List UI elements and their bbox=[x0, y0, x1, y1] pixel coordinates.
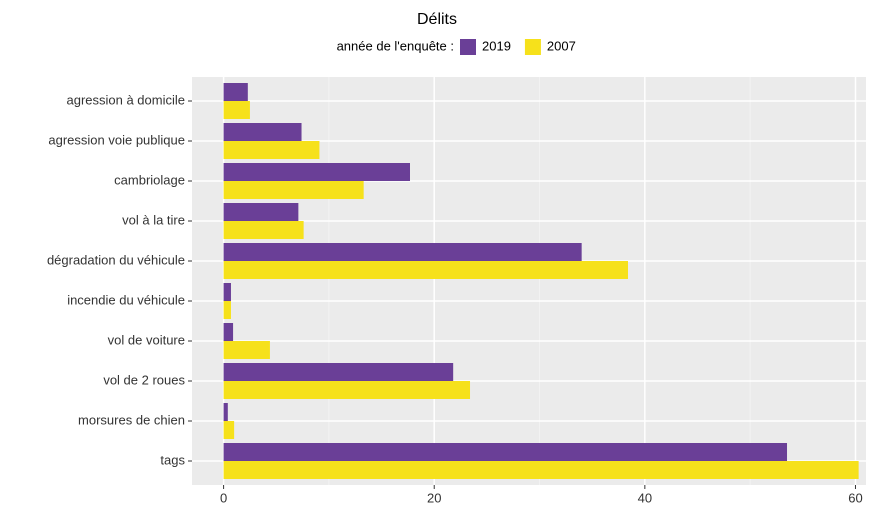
chart-title: Délits bbox=[417, 11, 457, 28]
x-tick-label: 20 bbox=[427, 490, 441, 505]
bar bbox=[223, 141, 320, 159]
bar bbox=[223, 261, 628, 279]
y-tick-label: dégradation du véhicule bbox=[47, 252, 185, 267]
legend-label: 2019 bbox=[482, 38, 511, 53]
bar bbox=[223, 461, 859, 479]
bar bbox=[223, 403, 228, 421]
bar bbox=[223, 443, 788, 461]
y-tick-label: tags bbox=[160, 452, 185, 467]
bar bbox=[223, 341, 270, 359]
bar bbox=[223, 381, 471, 399]
y-tick-label: agression à domicile bbox=[66, 92, 185, 107]
y-tick-label: morsures de chien bbox=[78, 412, 185, 427]
legend-title: année de l'enquête : bbox=[337, 38, 454, 53]
y-tick-label: vol à la tire bbox=[122, 212, 185, 227]
y-tick-label: incendie du véhicule bbox=[67, 292, 185, 307]
bar bbox=[223, 221, 304, 239]
x-tick-label: 40 bbox=[638, 490, 652, 505]
y-tick-label: cambriolage bbox=[114, 172, 185, 187]
bar bbox=[223, 301, 231, 319]
bar bbox=[223, 101, 250, 119]
bar bbox=[223, 181, 364, 199]
y-tick-label: agression voie publique bbox=[48, 132, 185, 147]
bar bbox=[223, 363, 454, 381]
legend-swatch bbox=[460, 39, 476, 55]
bar bbox=[223, 323, 234, 341]
bar bbox=[223, 421, 235, 439]
bar bbox=[223, 283, 231, 301]
x-tick-label: 60 bbox=[848, 490, 862, 505]
bar bbox=[223, 203, 299, 221]
bar bbox=[223, 83, 248, 101]
y-tick-label: vol de voiture bbox=[108, 332, 185, 347]
legend-swatch bbox=[524, 39, 541, 55]
bar bbox=[223, 163, 410, 181]
legend-label: 2007 bbox=[547, 38, 576, 53]
bar bbox=[223, 243, 582, 261]
bar bbox=[223, 123, 302, 141]
y-tick-label: vol de 2 roues bbox=[103, 372, 185, 387]
x-tick-label: 0 bbox=[220, 490, 227, 505]
